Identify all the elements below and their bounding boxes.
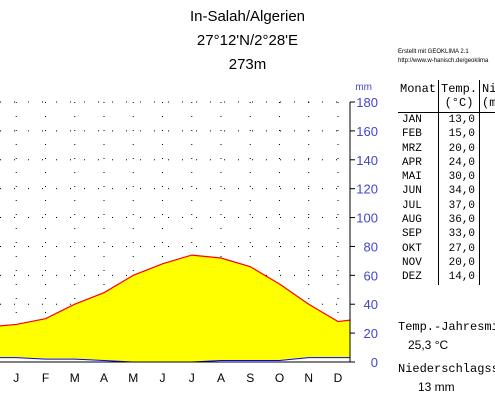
table-row: MRZ 20,0: [398, 141, 495, 156]
table-row: DEZ 14,0: [398, 270, 495, 285]
x-tick-label: N: [304, 371, 313, 385]
x-tick-label: J: [189, 371, 195, 385]
table-row: FEB 15,0: [398, 127, 495, 142]
temp-cell: 24,0: [438, 155, 481, 171]
precip-cell: [480, 270, 495, 284]
chart-axis: 0 20 40 60 80 100 120 140 160 180 mm J F M A M J J A S O N D: [0, 82, 378, 385]
station-name: In-Salah/Algerien: [189, 8, 306, 25]
y-tick-label: 180: [356, 95, 378, 110]
annual-precip-value: 13 mm: [418, 380, 455, 394]
x-tick-label: A: [217, 371, 225, 385]
temp-cell: 33,0: [438, 227, 481, 242]
temp-cell: 37,0: [438, 198, 481, 214]
y-tick-label: 80: [364, 239, 378, 254]
temp-cell: 15,0: [438, 127, 481, 142]
temp-cell: 13,0: [438, 112, 481, 128]
table-row: SEP 33,0: [398, 227, 495, 242]
month-cell: MAI: [398, 170, 440, 185]
temp-cell: 30,0: [438, 170, 481, 185]
annual-temp-value: 25,3 °C: [408, 338, 449, 352]
x-tick-label: D: [334, 371, 343, 385]
y-tick-label: 20: [364, 326, 378, 341]
temperature-area: [0, 255, 350, 362]
x-tick-label: M: [128, 371, 138, 385]
month-cell: JAN: [398, 112, 440, 128]
table-row: JUL 37,0: [398, 198, 495, 214]
y-axis-unit: mm: [355, 82, 372, 93]
col-header-temp: Temp. (°C): [438, 80, 481, 113]
y-tick-label: 100: [356, 211, 378, 226]
table-row: NOV 20,0: [398, 255, 495, 271]
precip-cell: [480, 170, 495, 184]
month-cell: SEP: [398, 227, 440, 242]
x-tick-label: S: [246, 371, 254, 385]
month-cell: JUL: [398, 198, 440, 214]
x-tick-label: F: [42, 371, 49, 385]
table-row: JAN 13,0: [398, 112, 495, 128]
month-cell: MRZ: [398, 141, 440, 156]
table-row: OKT 27,0: [398, 241, 495, 256]
precip-cell: [480, 156, 495, 170]
y-tick-label: 60: [364, 268, 378, 283]
credit-url: http://www.w-hanisch.de/geoklima: [398, 58, 489, 64]
y-tick-label: 0: [371, 355, 378, 370]
y-tick-label: 160: [356, 124, 378, 139]
month-cell: OKT: [398, 241, 440, 256]
temperature-line: [0, 254, 351, 327]
y-tick-label: 140: [356, 153, 378, 168]
temp-cell: 20,0: [438, 141, 481, 156]
temp-cell: 14,0: [438, 270, 481, 285]
monthly-table: Monat Temp. (°C) Ni (m JAN 13,0 FEB 15,0 MRZ…: [398, 80, 495, 285]
precip-cell: [480, 227, 495, 241]
table-row: MAI 30,0: [398, 170, 495, 185]
precip-cell: [480, 242, 495, 256]
y-tick-label: 120: [356, 182, 378, 197]
table-row: APR 24,0: [398, 155, 495, 171]
precip-cell: [480, 184, 495, 198]
precip-cell: [480, 213, 495, 227]
table-row: AUG 36,0: [398, 213, 495, 228]
precip-cell: [480, 142, 495, 156]
x-tick-label: J: [13, 371, 19, 385]
month-cell: JUN: [398, 184, 440, 199]
month-cell: FEB: [398, 127, 440, 142]
month-cell: APR: [398, 155, 440, 171]
chart-areas: [0, 254, 351, 363]
table-row: JUN 34,0: [398, 184, 495, 199]
x-tick-label: A: [100, 371, 108, 385]
x-tick-label: M: [70, 371, 80, 385]
annual-precip-label: Niederschlagss: [398, 362, 495, 376]
credit-line: Erstellt mit GEOKLIMA 2.1: [398, 49, 469, 55]
precip-cell: [480, 113, 495, 128]
station-coordinates: 27°12'N/2°28'E: [196, 32, 299, 49]
month-cell: DEZ: [398, 270, 440, 285]
temp-cell: 36,0: [438, 213, 481, 228]
col-header-month: Monat: [398, 80, 440, 113]
col-header-precip: Ni (m: [479, 80, 495, 113]
station-elevation: 273m: [228, 56, 267, 73]
precip-cell: [480, 256, 495, 270]
x-tick-label: J: [160, 371, 166, 385]
precip-cell: [480, 127, 495, 141]
y-tick-label: 40: [364, 297, 378, 312]
temp-cell: 34,0: [438, 184, 481, 199]
temp-cell: 20,0: [438, 255, 481, 271]
annual-temp-label: Temp.-Jahresmi: [398, 320, 495, 334]
precip-cell: [480, 199, 495, 213]
month-cell: AUG: [398, 213, 440, 228]
temp-cell: 27,0: [438, 241, 481, 256]
x-tick-label: O: [275, 371, 284, 385]
month-cell: NOV: [398, 255, 440, 271]
